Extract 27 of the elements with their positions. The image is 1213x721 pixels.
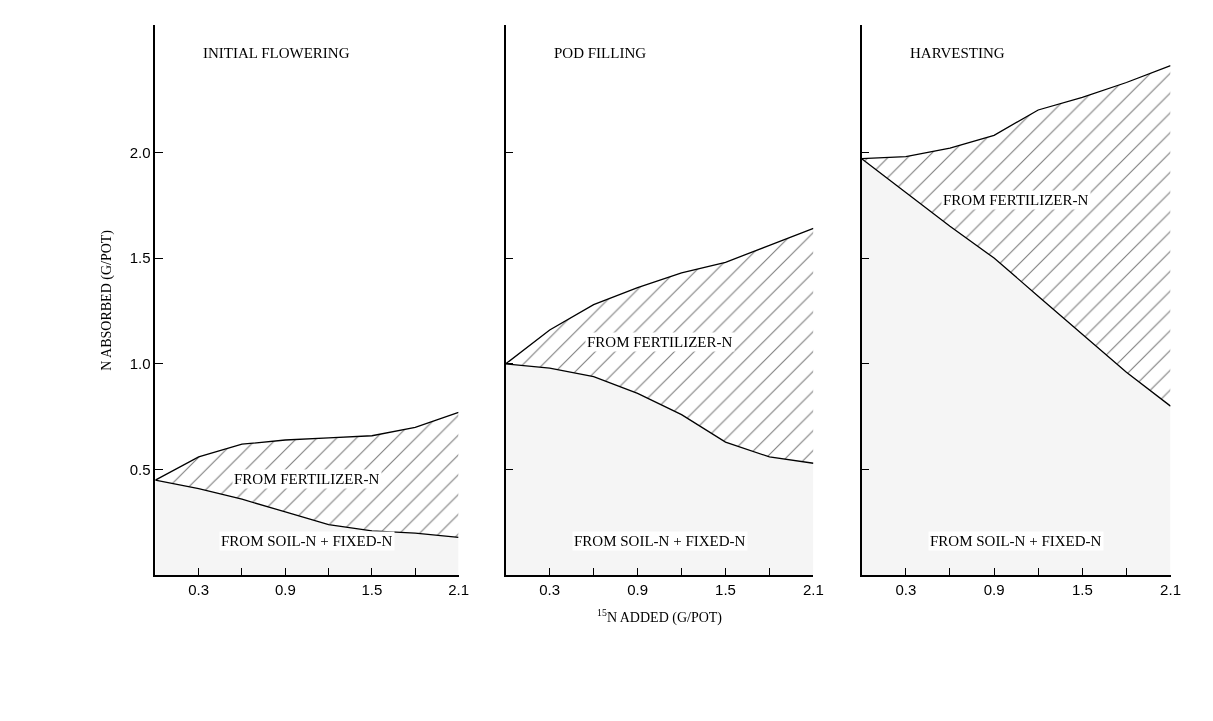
series-label: FROM FERTILIZER-N xyxy=(943,192,1089,208)
series-label: FROM SOIL-N + FIXED-N xyxy=(574,533,746,549)
series-label: FROM FERTILIZER-N xyxy=(234,471,380,487)
x-tick-label: 2.1 xyxy=(802,581,824,599)
x-tick-label: 1.5 xyxy=(1071,581,1093,599)
x-tick-label: 1.5 xyxy=(361,581,383,599)
text: POD FILLING xyxy=(554,45,647,61)
x-tick-label: 0.9 xyxy=(274,581,296,599)
x-tick-label: 0.3 xyxy=(188,581,210,599)
x-tick-label: 0.3 xyxy=(539,581,561,599)
y-tick-label: 1.0 xyxy=(129,355,151,373)
x-axis-title: $^{15}$N ADDED (G/POT) xyxy=(597,607,723,626)
x-tick-label: 2.1 xyxy=(448,581,469,599)
series-label: FROM FERTILIZER-N xyxy=(587,334,733,350)
x-tick-label: 0.9 xyxy=(983,581,1005,599)
x-tick-label: 0.3 xyxy=(895,581,917,599)
y-axis-title: N ABSORBED (G/POT) xyxy=(98,229,115,371)
text: INITIAL FLOWERING xyxy=(203,45,350,61)
series-label: FROM SOIL-N + FIXED-N xyxy=(930,533,1102,549)
x-tick-label: 0.9 xyxy=(627,581,649,599)
x-tick-label: 1.5 xyxy=(715,581,736,599)
text: HARVESTING xyxy=(910,45,1005,61)
y-tick-label: 2.0 xyxy=(129,143,151,161)
y-tick-label: 0.5 xyxy=(129,460,151,478)
x-tick-label: 2.1 xyxy=(1160,581,1181,599)
series-label: FROM SOIL-N + FIXED-N xyxy=(221,533,393,549)
y-tick-label: 1.5 xyxy=(129,249,151,267)
